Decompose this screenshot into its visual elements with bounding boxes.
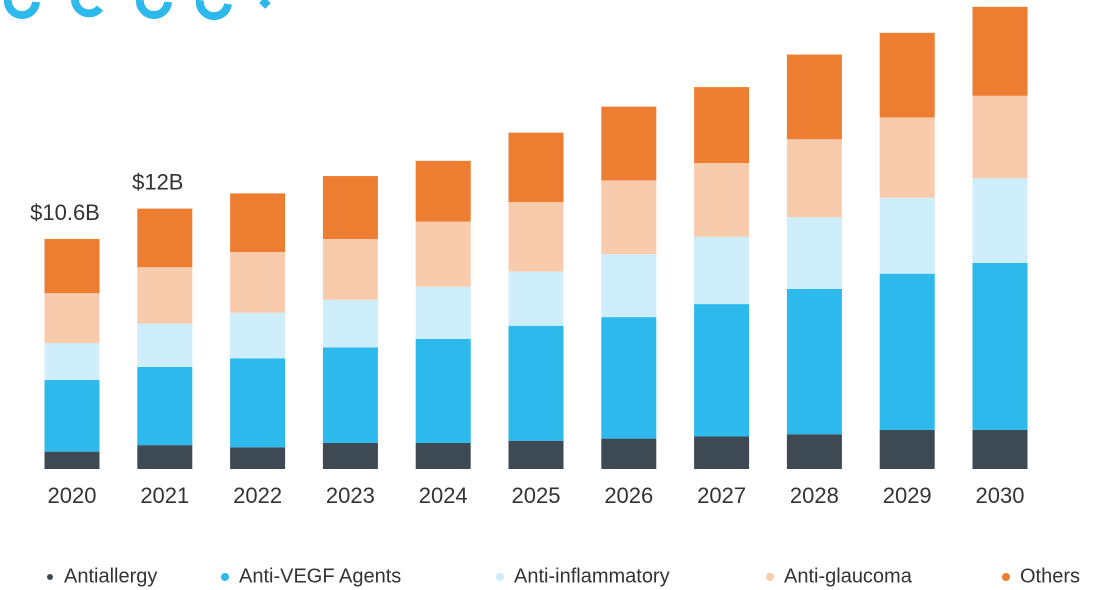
bar-segment: [972, 429, 1028, 469]
logo-arc: [259, 0, 271, 9]
bar-segment: [44, 343, 100, 381]
legend-marker: [496, 573, 504, 581]
bar-segment: [415, 442, 471, 469]
bar-segment: [601, 438, 657, 469]
legend-label: Anti-glaucoma: [784, 565, 913, 587]
x-tick-label: 2021: [140, 483, 189, 508]
legend-label: Anti-inflammatory: [514, 565, 670, 587]
x-tick-label: 2027: [697, 483, 746, 508]
bar-segment: [230, 447, 286, 469]
bar-segment: [601, 106, 657, 181]
legend-label: Antiallergy: [64, 565, 157, 587]
bar-segment: [322, 176, 378, 239]
bar-segment: [972, 262, 1028, 430]
bar-segment: [879, 117, 935, 198]
bar-segment: [508, 271, 564, 326]
bar-segment: [786, 217, 842, 289]
legend-marker: [766, 573, 774, 581]
bar-segment: [322, 299, 378, 348]
bar-segment: [879, 429, 935, 469]
logo-arc: [3, 0, 40, 20]
bar-segment: [137, 445, 193, 469]
x-tick-label: 2022: [233, 483, 282, 508]
bar-segment: [137, 267, 193, 324]
bar-segment: [972, 6, 1028, 96]
total-label: $10.6B: [30, 200, 100, 225]
bar-segment: [322, 347, 378, 443]
bar-segment: [694, 236, 750, 305]
bar-segment: [694, 163, 750, 237]
bar-segment: [44, 451, 100, 469]
bar-segment: [230, 193, 286, 252]
bar-segment: [415, 221, 471, 287]
bar-segment: [786, 54, 842, 140]
bar-segment: [415, 286, 471, 339]
bar-segment: [137, 323, 193, 368]
x-tick-label: 2028: [790, 483, 839, 508]
x-tick-label: 2023: [326, 483, 375, 508]
bar-segment: [601, 254, 657, 318]
legend-label: Anti-VEGF Agents: [239, 565, 401, 587]
bar-segment: [230, 252, 286, 313]
bar-segment: [415, 338, 471, 443]
logo-arc: [135, 0, 172, 20]
bar-segment: [694, 87, 750, 164]
x-tick-label: 2026: [604, 483, 653, 508]
bar-segment: [137, 208, 193, 268]
bar-segment: [786, 139, 842, 218]
bar-segment: [322, 442, 378, 469]
bar-segment: [786, 288, 842, 435]
bar-segment: [44, 380, 100, 452]
bar-segment: [508, 132, 564, 203]
legend-marker: [47, 574, 53, 580]
bar-segment: [508, 325, 564, 441]
bar-segment: [508, 440, 564, 469]
bar-segment: [972, 178, 1028, 263]
logo-arc: [195, 0, 232, 21]
x-tick-label: 2020: [48, 483, 97, 508]
x-tick-label: 2024: [419, 483, 468, 508]
bar-segment: [879, 197, 935, 274]
bar-segment: [230, 312, 286, 359]
bar-segment: [694, 304, 750, 437]
x-tick-label: 2030: [976, 483, 1025, 508]
bar-segment: [44, 238, 100, 294]
bar-segment: [508, 202, 564, 272]
bar-segment: [415, 160, 471, 222]
legend-marker: [1002, 573, 1010, 581]
bar-segment: [879, 32, 935, 118]
legend-label: Others: [1020, 565, 1080, 587]
bar-segment: [601, 317, 657, 439]
x-tick-label: 2025: [512, 483, 561, 508]
bar-segment: [786, 434, 842, 469]
x-tick-label: 2029: [883, 483, 932, 508]
bar-segment: [322, 238, 378, 300]
total-label: $12B: [132, 169, 183, 194]
logo-arc: [71, 0, 104, 18]
logo-fragment: [3, 0, 271, 21]
bar-segment: [137, 367, 193, 446]
bar-segment: [972, 95, 1028, 179]
bar-segment: [44, 293, 100, 344]
bar-segment: [694, 436, 750, 469]
bar-segment: [230, 358, 286, 448]
bar-segment: [879, 273, 935, 430]
legend-marker: [221, 573, 229, 581]
bar-segment: [601, 180, 657, 255]
